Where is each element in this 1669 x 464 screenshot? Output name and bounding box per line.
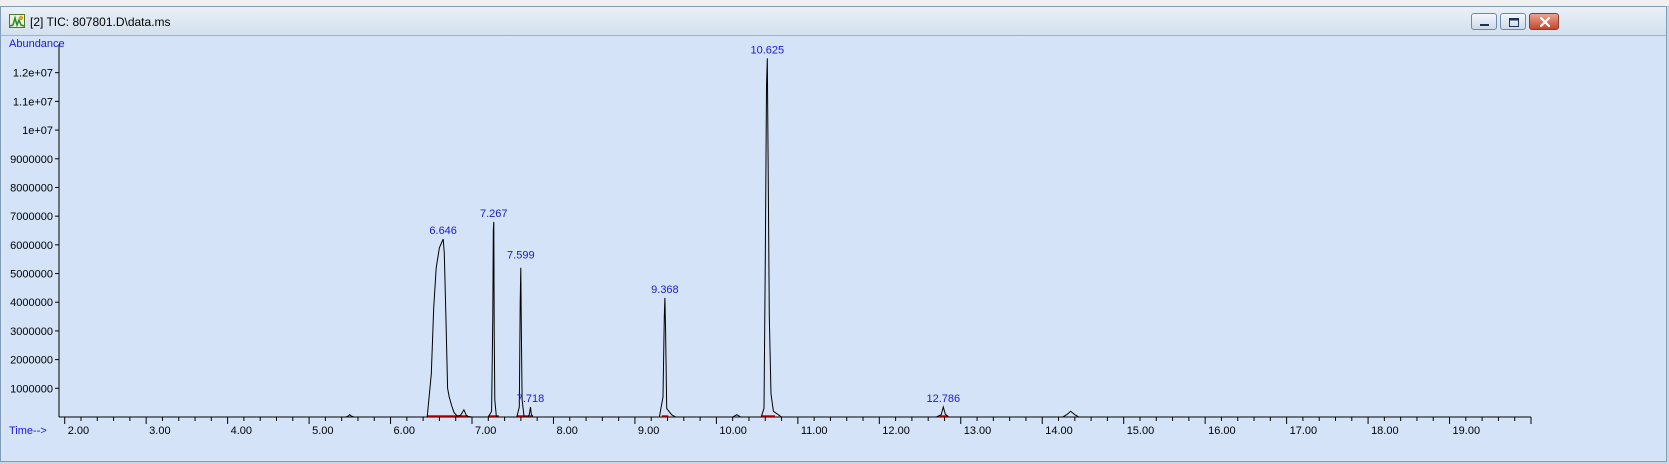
peak-label: 7.599 xyxy=(507,249,535,261)
y-axis-label: Abundance xyxy=(9,38,65,50)
y-tick-label: 8000000 xyxy=(10,182,53,194)
peak-label: 9.368 xyxy=(651,284,679,296)
x-tick-label: 9.00 xyxy=(638,425,659,437)
x-tick-label: 17.00 xyxy=(1290,425,1318,437)
x-tick-label: 6.00 xyxy=(394,425,415,437)
restore-button[interactable] xyxy=(1500,13,1526,30)
x-tick-label: 13.00 xyxy=(964,425,992,437)
peak-label: 10.625 xyxy=(750,44,784,56)
x-tick-label: 11.00 xyxy=(801,425,828,437)
window-title: [2] TIC: 807801.D\data.ms xyxy=(30,15,171,29)
x-tick-label: 8.00 xyxy=(556,425,577,437)
x-tick-label: 16.00 xyxy=(1208,425,1236,437)
y-tick-label: 4000000 xyxy=(10,297,53,309)
y-tick-label: 3000000 xyxy=(10,326,53,338)
minimize-button[interactable] xyxy=(1471,13,1497,30)
x-tick-label: 10.00 xyxy=(719,425,747,437)
x-tick-label: 19.00 xyxy=(1453,425,1481,437)
y-tick-label: 6000000 xyxy=(10,240,53,252)
chart-axes: 1000000 2000000 3000000 4000000 5000000 60000… xyxy=(10,44,1532,437)
y-tick-label: 9000000 xyxy=(10,154,53,166)
y-tick-label: 5000000 xyxy=(10,269,53,281)
chromatogram-chart: 1000000 2000000 3000000 4000000 5000000 60000… xyxy=(9,38,1532,437)
peak-labels: 6.646 7.267 7.599 7.718 9.368 10.625 12.786 xyxy=(429,44,960,405)
x-tick-label: 2.00 xyxy=(68,425,89,437)
plot-area[interactable]: 1000000 2000000 3000000 4000000 5000000 60000… xyxy=(3,36,1664,459)
peak-label: 6.646 xyxy=(429,225,457,237)
chromatogram-window: [2] TIC: 807801.D\data.ms 1000000 2000000… xyxy=(0,6,1667,462)
chromatogram-app-icon xyxy=(9,14,25,28)
x-tick-label: 3.00 xyxy=(149,425,170,437)
y-tick-label: 1.1e+07 xyxy=(13,96,53,108)
y-tick-label: 1.2e+07 xyxy=(13,68,53,80)
x-tick-label: 18.00 xyxy=(1371,425,1399,437)
y-tick-label: 7000000 xyxy=(10,211,53,223)
close-button[interactable] xyxy=(1529,13,1559,30)
y-tick-label: 1000000 xyxy=(10,383,53,395)
x-tick-label: 15.00 xyxy=(1127,425,1155,437)
title-bar[interactable]: [2] TIC: 807801.D\data.ms xyxy=(1,7,1666,36)
peak-label: 7.267 xyxy=(480,208,508,220)
x-axis-label: Time--> xyxy=(9,425,47,437)
close-icon xyxy=(1539,16,1551,28)
restore-icon xyxy=(1509,18,1519,27)
x-tick-label: 12.00 xyxy=(882,425,910,437)
x-tick-label: 7.00 xyxy=(475,425,496,437)
y-tick-label: 2000000 xyxy=(10,355,53,367)
minimize-icon xyxy=(1480,24,1489,26)
x-tick-label: 4.00 xyxy=(231,425,252,437)
x-tick-label: 5.00 xyxy=(312,425,333,437)
y-tick-label: 1e+07 xyxy=(22,125,53,137)
peak-label: 7.718 xyxy=(517,393,545,405)
tic-trace xyxy=(60,58,1527,418)
peak-label: 12.786 xyxy=(927,393,961,405)
x-tick-label: 14.00 xyxy=(1045,425,1073,437)
